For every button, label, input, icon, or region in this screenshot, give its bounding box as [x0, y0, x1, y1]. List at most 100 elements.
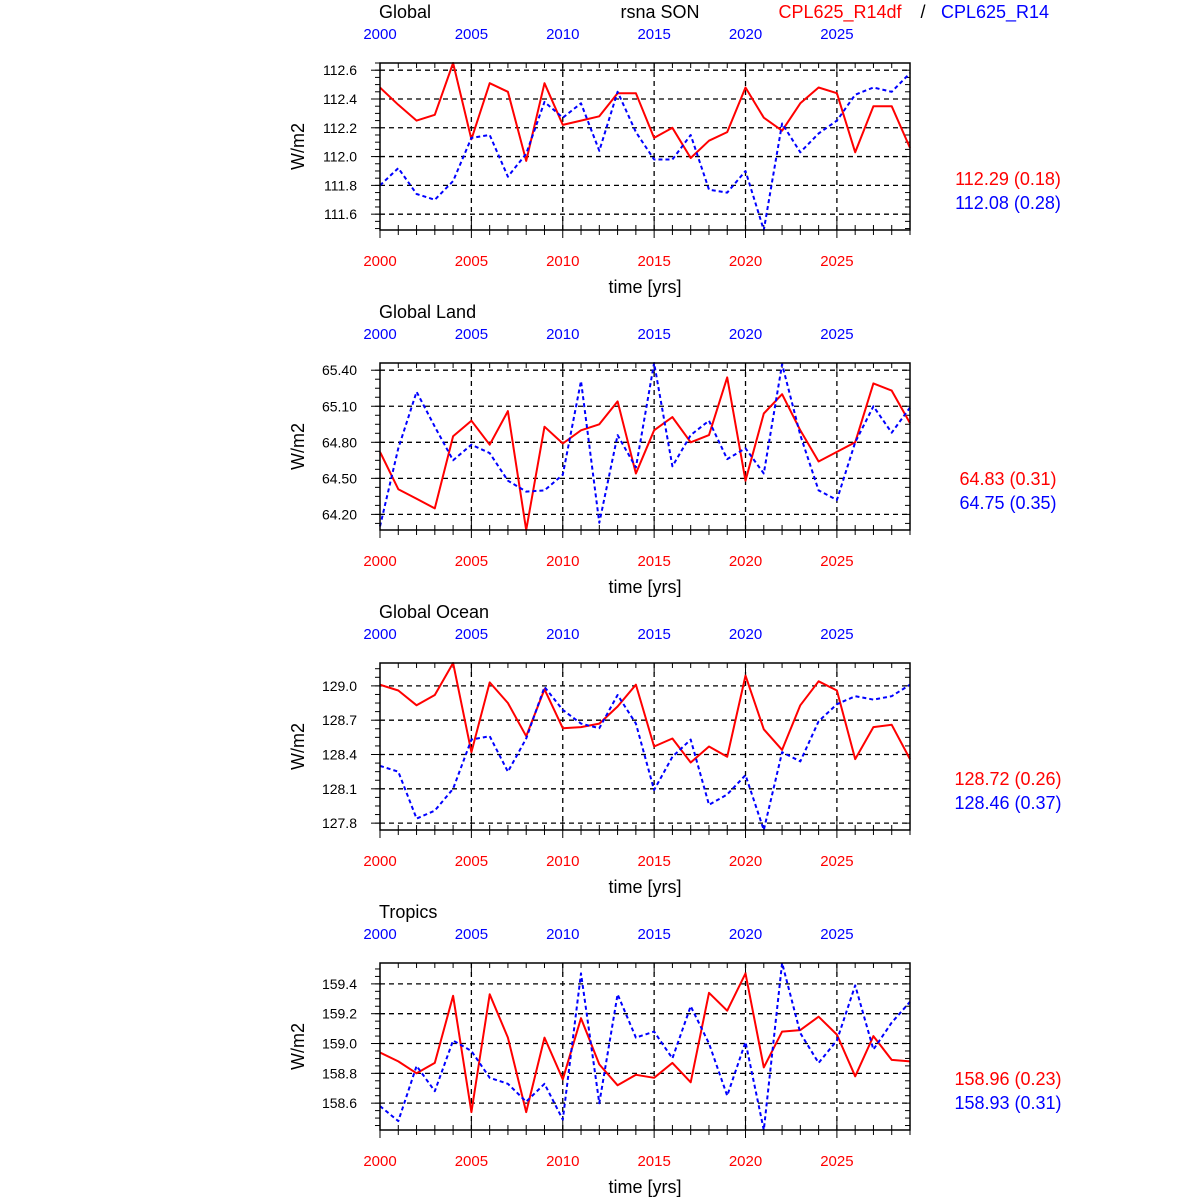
series-line-cpl625-r14: [379, 962, 911, 1131]
x-tick-label-top: 2000: [363, 626, 396, 643]
x-tick-label-bottom: 2010: [546, 253, 579, 270]
y-tick-label: 159.2: [322, 1006, 357, 1022]
y-tick-label: 159.4: [322, 976, 357, 992]
x-tick-label-bottom: 2015: [637, 553, 670, 570]
y-tick-label: 65.10: [322, 398, 357, 414]
y-tick-label: 128.1: [322, 781, 357, 797]
x-tick-label-top: 2015: [637, 626, 670, 643]
stat-blue: 112.08 (0.28): [955, 193, 1061, 213]
x-tick-label-top: 2020: [729, 626, 762, 643]
x-tick-label-bottom: 2010: [546, 1153, 579, 1170]
x-tick-label-bottom: 2020: [729, 1153, 762, 1170]
y-tick-label: 159.0: [322, 1036, 357, 1052]
panel-title: Tropics: [379, 902, 437, 922]
stat-red: 158.96 (0.23): [954, 1069, 1061, 1089]
x-tick-label-bottom: 2005: [455, 1153, 488, 1170]
x-tick-label-top: 2015: [637, 26, 670, 43]
legend-separator: /: [920, 2, 925, 22]
y-tick-label: 158.6: [322, 1095, 357, 1111]
x-tick-label-top: 2010: [546, 26, 579, 43]
y-tick-label: 112.0: [323, 149, 357, 165]
x-axis-label: time [yrs]: [608, 1177, 681, 1197]
y-axis-label: W/m2: [288, 423, 308, 470]
x-tick-label-bottom: 2010: [546, 553, 579, 570]
legend-label-red: CPL625_R14df: [778, 2, 902, 23]
x-tick-label-bottom: 2000: [363, 553, 396, 570]
x-tick-label-bottom: 2025: [820, 1153, 853, 1170]
x-tick-label-bottom: 2015: [637, 1153, 670, 1170]
x-tick-label-top: 2000: [363, 26, 396, 43]
x-tick-label-top: 2020: [729, 326, 762, 343]
y-tick-label: 127.8: [322, 815, 357, 831]
x-tick-label-top: 2020: [729, 926, 762, 943]
x-axis-label: time [yrs]: [608, 877, 681, 897]
plot-frame: [379, 962, 911, 1131]
y-tick-label: 111.8: [324, 177, 357, 193]
y-axis-label: W/m2: [288, 1023, 308, 1070]
x-tick-label-top: 2025: [820, 926, 853, 943]
y-axis-label: W/m2: [288, 723, 308, 770]
y-tick-label: 111.6: [324, 206, 357, 222]
stat-blue: 64.75 (0.35): [959, 493, 1056, 513]
y-tick-label: 112.6: [323, 62, 357, 78]
series-line-cpl625-r14df: [379, 972, 911, 1114]
x-tick-label-top: 2025: [820, 626, 853, 643]
y-axis-label: W/m2: [288, 123, 308, 170]
plot-frame: [379, 62, 911, 231]
y-tick-label: 112.2: [323, 120, 357, 136]
x-tick-label-top: 2005: [455, 626, 488, 643]
x-tick-label-bottom: 2000: [363, 253, 396, 270]
panel-title: Global Land: [379, 302, 476, 322]
x-tick-label-top: 2015: [637, 326, 670, 343]
panel-2: Global Ocean W/m2 time [yrs] 2000 2000 2005 20…: [288, 602, 1062, 897]
x-tick-label-bottom: 2000: [363, 853, 396, 870]
stat-red: 112.29 (0.18): [955, 169, 1061, 189]
x-tick-label-top: 2005: [455, 26, 488, 43]
stat-blue: 158.93 (0.31): [954, 1093, 1061, 1113]
y-tick-label: 128.7: [322, 712, 357, 728]
x-tick-label-top: 2010: [546, 326, 579, 343]
plot-frame: [379, 362, 911, 531]
x-tick-label-bottom: 2015: [637, 253, 670, 270]
x-tick-label-bottom: 2020: [729, 553, 762, 570]
panel-3: Tropics W/m2 time [yrs] 2000 2000 2005 2005 201…: [288, 902, 1062, 1197]
series-line-cpl625-r14: [379, 362, 911, 527]
x-tick-label-top: 2010: [546, 926, 579, 943]
panel-0: Global W/m2 time [yrs] 2000 2000 2005 2005 2010…: [288, 2, 1061, 297]
y-tick-label: 112.4: [323, 91, 357, 107]
series-line-cpl625-r14df: [379, 662, 911, 764]
y-tick-label: 64.50: [322, 470, 357, 486]
x-tick-label-bottom: 2005: [455, 253, 488, 270]
x-tick-label-top: 2005: [455, 926, 488, 943]
plot-frame: [379, 662, 911, 831]
stat-red: 64.83 (0.31): [959, 469, 1056, 489]
y-tick-label: 65.40: [322, 362, 357, 378]
x-axis-label: time [yrs]: [608, 277, 681, 297]
legend-label-blue: CPL625_R14: [941, 2, 1049, 23]
x-tick-label-bottom: 2020: [729, 253, 762, 270]
panel-title: Global: [379, 2, 431, 22]
x-tick-label-bottom: 2005: [455, 553, 488, 570]
x-tick-label-top: 2000: [363, 926, 396, 943]
x-tick-label-top: 2025: [820, 26, 853, 43]
x-tick-label-top: 2005: [455, 326, 488, 343]
series-line-cpl625-r14: [379, 72, 911, 231]
stat-blue: 128.46 (0.37): [954, 793, 1061, 813]
x-tick-label-top: 2010: [546, 626, 579, 643]
y-tick-label: 129.0: [322, 678, 357, 694]
stat-red: 128.72 (0.26): [954, 769, 1061, 789]
x-tick-label-bottom: 2025: [820, 253, 853, 270]
x-tick-label-bottom: 2020: [729, 853, 762, 870]
variable-title: rsna SON: [620, 2, 699, 22]
x-tick-label-top: 2000: [363, 326, 396, 343]
x-tick-label-bottom: 2025: [820, 553, 853, 570]
y-tick-label: 64.80: [322, 434, 357, 450]
x-tick-label-bottom: 2010: [546, 853, 579, 870]
x-axis-label: time [yrs]: [608, 577, 681, 597]
x-tick-label-bottom: 2000: [363, 1153, 396, 1170]
series-line-cpl625-r14df: [379, 62, 911, 162]
x-tick-label-bottom: 2005: [455, 853, 488, 870]
y-tick-label: 64.20: [322, 506, 357, 522]
x-tick-label-bottom: 2015: [637, 853, 670, 870]
